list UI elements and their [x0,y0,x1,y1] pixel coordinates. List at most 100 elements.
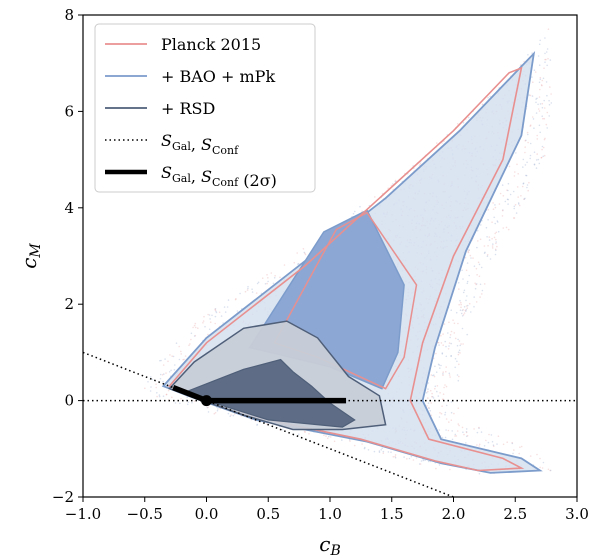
sample-point [304,431,306,433]
sample-point [445,355,448,358]
sample-point [188,344,190,347]
sample-point [449,334,452,336]
sample-point [170,369,172,372]
sample-point [481,293,483,295]
sample-point [445,345,447,348]
sample-point [204,325,206,328]
sample-point [466,434,469,437]
planck-2sigma-contour [168,66,525,472]
sample-point [394,456,397,459]
sample-point [363,447,366,450]
y-axis-title: cM [17,243,44,269]
sample-point [466,333,469,336]
sample-point [178,358,181,361]
sample-point [529,142,532,145]
sample-point [527,54,529,56]
sample-point [457,423,460,425]
sample-point [266,274,268,276]
sample-point [304,252,306,255]
sample-point [457,353,460,356]
sample-point [202,322,204,324]
sample-point [453,412,455,415]
sample-point [381,447,384,450]
sample-point [539,131,541,134]
sample-point [541,115,543,117]
sample-point [509,193,512,196]
sample-point [507,182,510,185]
sample-point [543,117,546,120]
sample-point [215,310,217,313]
sample-point [150,376,152,378]
sample-point [463,306,466,308]
sample-point [501,215,504,217]
sample-point [179,402,181,405]
sample-point [382,450,385,453]
sample-point [460,343,462,345]
sample-point [518,452,520,455]
sample-point [451,430,454,432]
sample-point [479,283,482,286]
sample-point [438,344,440,346]
sample-point [485,226,488,229]
sample-point [543,138,546,141]
sample-point [508,165,511,168]
sample-point [456,430,459,432]
sample-point [483,245,486,247]
sample-point [531,52,533,54]
sample-point [158,395,161,398]
plot-clip-group [83,28,577,497]
sample-point [531,95,534,97]
sample-point [542,155,544,158]
sample-point [543,99,545,102]
sample-point [431,374,434,377]
sample-point [494,232,497,235]
sample-point [394,455,396,458]
sample-point [529,94,532,97]
sample-point [539,88,541,91]
sample-point [506,441,509,444]
sample-point [513,217,516,219]
sample-point [546,64,548,67]
sample-point [430,414,433,417]
sample-point [207,333,209,336]
sample-point [465,269,468,272]
sgal-sconf-2sigma-line-0 [172,385,208,404]
sample-point [533,151,536,153]
sample-point [390,451,392,454]
sample-point [427,402,430,404]
sample-point [541,106,544,109]
sample-point [546,111,549,114]
sample-point [523,198,526,200]
sample-point [460,306,462,309]
sample-point [470,311,472,313]
sample-point [528,94,530,96]
sample-point [435,371,438,374]
legend-label-3: SGal, SConf [161,131,239,157]
sample-point [214,308,216,311]
sample-point [462,431,464,434]
sample-point [203,315,205,318]
sample-point [184,355,187,357]
sample-point [524,139,527,142]
sample-point [495,249,497,252]
sample-point [542,146,545,149]
plot-area [83,28,577,497]
sample-point [496,245,498,248]
sample-point [544,52,546,55]
sample-point [531,76,533,78]
sample-point [256,282,259,285]
sample-point [526,131,529,134]
sample-point [457,407,460,410]
x-tick-label: 3.0 [565,505,589,523]
sample-point [325,435,327,437]
sample-point [214,308,217,310]
sample-point [442,393,445,396]
sample-point [450,401,453,403]
sample-point [426,405,428,407]
sample-point [531,116,534,118]
sample-point [236,310,239,312]
sample-point [144,387,146,390]
sample-point [535,112,538,114]
sample-point [536,97,538,100]
sample-point [217,408,219,410]
